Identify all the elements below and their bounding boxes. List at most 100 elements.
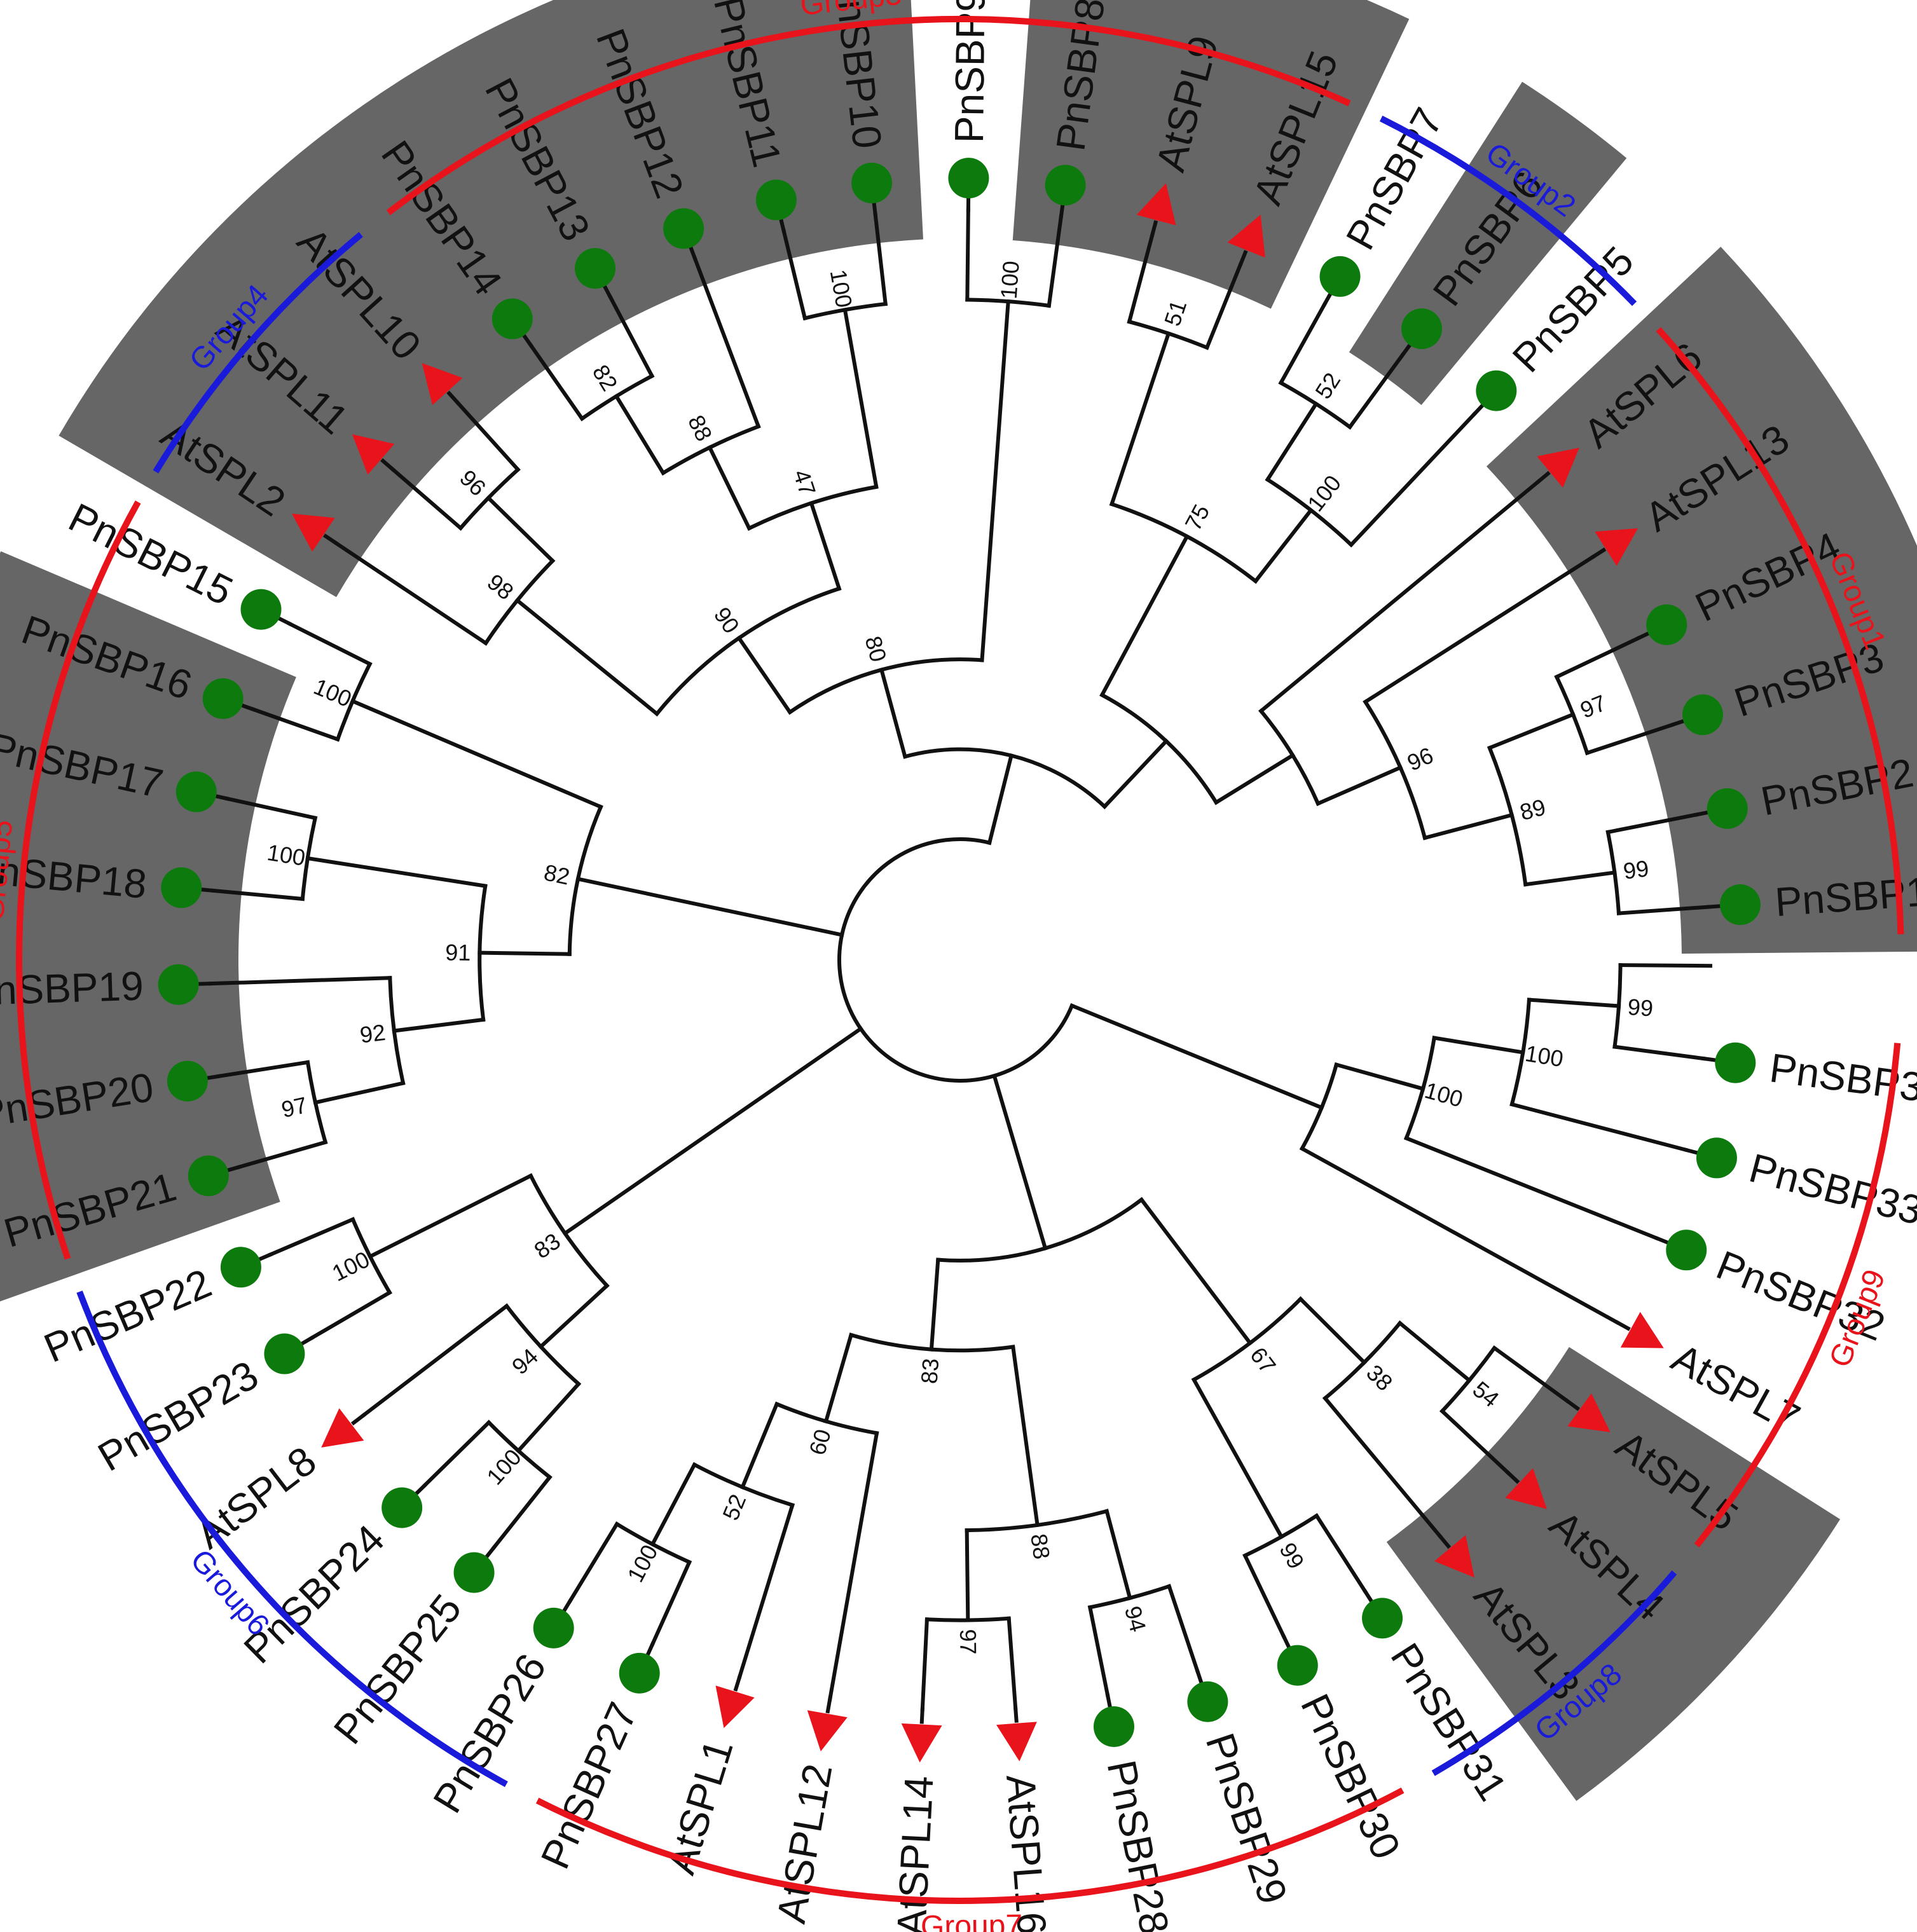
branch bbox=[1439, 1408, 1511, 1476]
leaf-label: PnSBP29 bbox=[1197, 1728, 1296, 1910]
leaf-branch bbox=[561, 1598, 573, 1615]
branch bbox=[237, 1139, 328, 1170]
branch bbox=[650, 1462, 697, 1547]
group-arc bbox=[1656, 327, 1904, 935]
branch bbox=[1242, 1552, 1287, 1640]
branch bbox=[1314, 1513, 1368, 1594]
bootstrap-value: 52 bbox=[1310, 368, 1345, 404]
branch bbox=[987, 753, 1014, 846]
branch bbox=[1253, 507, 1314, 584]
pn-circle-marker bbox=[188, 1155, 229, 1196]
branch bbox=[823, 1333, 854, 1424]
branch bbox=[1363, 554, 1596, 705]
branch bbox=[491, 1474, 553, 1551]
branch bbox=[251, 706, 340, 742]
leaf-branch bbox=[446, 390, 461, 406]
pn-circle-marker bbox=[575, 248, 616, 289]
branch bbox=[225, 796, 318, 821]
leaf-branch bbox=[520, 331, 533, 348]
group-arc bbox=[76, 1291, 508, 1787]
leaf-branch bbox=[733, 1675, 742, 1692]
pn-circle-marker bbox=[1476, 370, 1517, 411]
leaf-branch bbox=[1635, 630, 1652, 641]
branch bbox=[1527, 997, 1621, 1008]
group-arc bbox=[1379, 115, 1637, 306]
branch-arc bbox=[746, 484, 879, 531]
branch bbox=[208, 976, 392, 986]
branch-arc bbox=[1509, 997, 1532, 1107]
branch bbox=[390, 466, 464, 531]
branch-arc bbox=[848, 1333, 1015, 1353]
pn-circle-marker bbox=[1093, 1706, 1134, 1747]
branch-arc bbox=[1265, 477, 1354, 548]
group-arc bbox=[535, 1787, 1405, 1905]
bootstrap-value: 100 bbox=[996, 260, 1024, 300]
at-triangle-marker bbox=[291, 513, 335, 552]
leaf-label: PnSBP24 bbox=[235, 1516, 394, 1672]
leaf-branch bbox=[198, 887, 216, 893]
branch bbox=[1204, 261, 1244, 350]
branch-arc bbox=[965, 1509, 1110, 1533]
branch bbox=[575, 877, 844, 938]
branch-arc bbox=[774, 1401, 879, 1435]
branch bbox=[1584, 722, 1675, 756]
bootstrap-value: 52 bbox=[717, 1490, 751, 1524]
leaf-branch bbox=[224, 1165, 242, 1173]
group-label: Group7 bbox=[921, 1908, 1023, 1932]
bootstrap-value: 75 bbox=[1179, 500, 1214, 535]
bootstrap-value: 96 bbox=[455, 465, 491, 501]
leaf-branch bbox=[212, 793, 230, 801]
pn-circle-marker bbox=[491, 298, 533, 339]
leaf-branch bbox=[1281, 1634, 1292, 1651]
at-triangle-marker bbox=[1537, 448, 1579, 488]
branch bbox=[1618, 963, 1712, 968]
bootstrap-value: 97 bbox=[955, 1629, 981, 1655]
at-triangle-marker bbox=[1620, 1312, 1664, 1348]
leaf-branch bbox=[825, 1696, 832, 1714]
bootstrap-value: 99 bbox=[1274, 1538, 1309, 1573]
branch bbox=[879, 667, 908, 759]
leaf-branch bbox=[256, 1252, 273, 1263]
shaded-clade bbox=[58, 0, 923, 598]
leaf-branch bbox=[1471, 402, 1486, 417]
branch-arc bbox=[486, 1420, 553, 1480]
branch-arc bbox=[1487, 745, 1528, 887]
branch bbox=[1334, 1062, 1426, 1092]
leaf-label: PnSBP33 bbox=[1745, 1144, 1917, 1233]
leaf-branch bbox=[1105, 1693, 1113, 1711]
leaf-branch bbox=[1535, 470, 1551, 484]
leaf-branch bbox=[1706, 903, 1724, 909]
branch bbox=[992, 1073, 1048, 1251]
leaf-label: PnSBP9 bbox=[946, 0, 994, 143]
branch-arc bbox=[579, 373, 655, 421]
branch bbox=[1612, 1045, 1707, 1061]
leaf-branch bbox=[687, 243, 697, 261]
leaf-branch bbox=[1059, 202, 1065, 219]
at-triangle-marker bbox=[807, 1710, 848, 1751]
leaf-label: PnSBP26 bbox=[424, 1646, 555, 1821]
branch bbox=[538, 1283, 610, 1350]
branch bbox=[1492, 1345, 1570, 1404]
leaf-branch bbox=[1694, 810, 1711, 818]
bootstrap-value: 100 bbox=[1422, 1077, 1466, 1113]
pn-circle-marker bbox=[220, 1247, 261, 1288]
leaf-branch bbox=[645, 1641, 656, 1659]
bootstrap-value: 67 bbox=[1245, 1342, 1281, 1378]
branch bbox=[692, 256, 761, 429]
branch bbox=[1047, 214, 1064, 308]
branch bbox=[392, 1017, 486, 1033]
shaded-clade bbox=[1486, 247, 1917, 954]
leaf-branch bbox=[601, 282, 613, 299]
branch bbox=[562, 1025, 863, 1237]
branch bbox=[1422, 812, 1515, 840]
bootstrap-value: 91 bbox=[445, 939, 471, 966]
branch-arc bbox=[660, 423, 761, 476]
bootstrap-value: 98 bbox=[483, 568, 519, 605]
group-arc bbox=[386, 16, 1351, 216]
branch-arc bbox=[692, 1462, 795, 1508]
branch bbox=[827, 1430, 879, 1701]
branch bbox=[1127, 232, 1155, 324]
branch-arc bbox=[567, 804, 603, 956]
leaf-label: PnSBP27 bbox=[532, 1696, 646, 1875]
branch bbox=[350, 698, 603, 810]
